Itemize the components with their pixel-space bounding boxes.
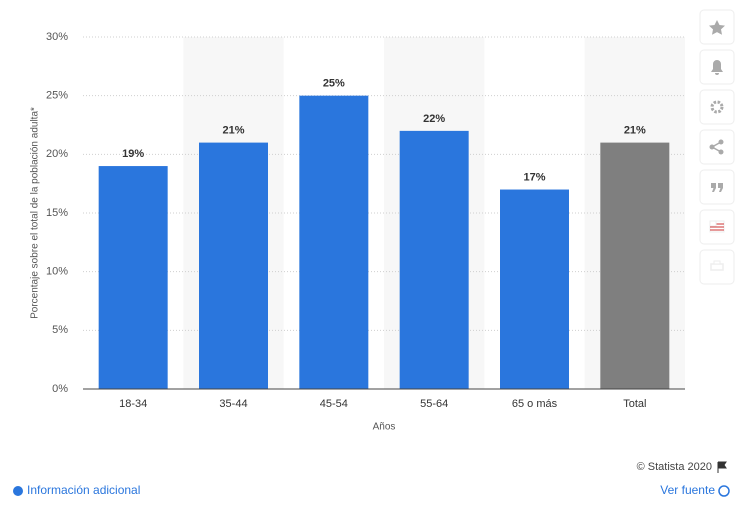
settings-button[interactable]: [699, 89, 735, 125]
copyright: © Statista 2020: [637, 461, 712, 473]
y-tick-label: 20%: [46, 148, 68, 160]
data-label: 22%: [423, 113, 445, 125]
share-button[interactable]: [699, 129, 735, 165]
data-label: 25%: [323, 78, 345, 90]
x-tick-label: 55-64: [420, 398, 448, 410]
favorite-button[interactable]: [699, 9, 735, 45]
y-axis-label: Porcentaje sobre el total de la població…: [30, 107, 41, 319]
y-tick-label: 25%: [46, 90, 68, 102]
side-buttons: [699, 9, 735, 285]
download-button[interactable]: [699, 209, 735, 245]
flag-icon: [717, 461, 727, 473]
y-tick-label: 5%: [52, 324, 68, 336]
data-label: 17%: [523, 171, 545, 183]
x-axis-label: Años: [373, 422, 396, 433]
notification-button[interactable]: [699, 49, 735, 85]
y-tick-label: 0%: [52, 383, 68, 395]
y-tick-label: 15%: [46, 207, 68, 219]
bar: [299, 95, 369, 390]
data-label: 21%: [624, 125, 646, 137]
x-tick-label: 65 o más: [512, 398, 558, 410]
data-label: 19%: [122, 148, 144, 160]
x-tick-label: 18-34: [119, 398, 147, 410]
bar: [600, 142, 670, 389]
data-label: 21%: [222, 125, 244, 137]
source-icon: [718, 485, 730, 497]
cite-button[interactable]: [699, 169, 735, 205]
info-link[interactable]: Información adicional: [27, 483, 140, 497]
bar: [399, 130, 469, 389]
y-tick-label: 30%: [46, 31, 68, 43]
bar: [98, 166, 168, 389]
bar: [500, 189, 569, 389]
x-tick-label: 45-54: [320, 398, 348, 410]
x-tick-label: 35-44: [219, 398, 247, 410]
source-link[interactable]: Ver fuente: [660, 483, 715, 497]
y-tick-label: 10%: [46, 266, 68, 278]
bar: [199, 142, 268, 389]
print-button[interactable]: [699, 249, 735, 285]
x-tick-label: Total: [623, 398, 646, 410]
info-icon: [13, 486, 23, 496]
